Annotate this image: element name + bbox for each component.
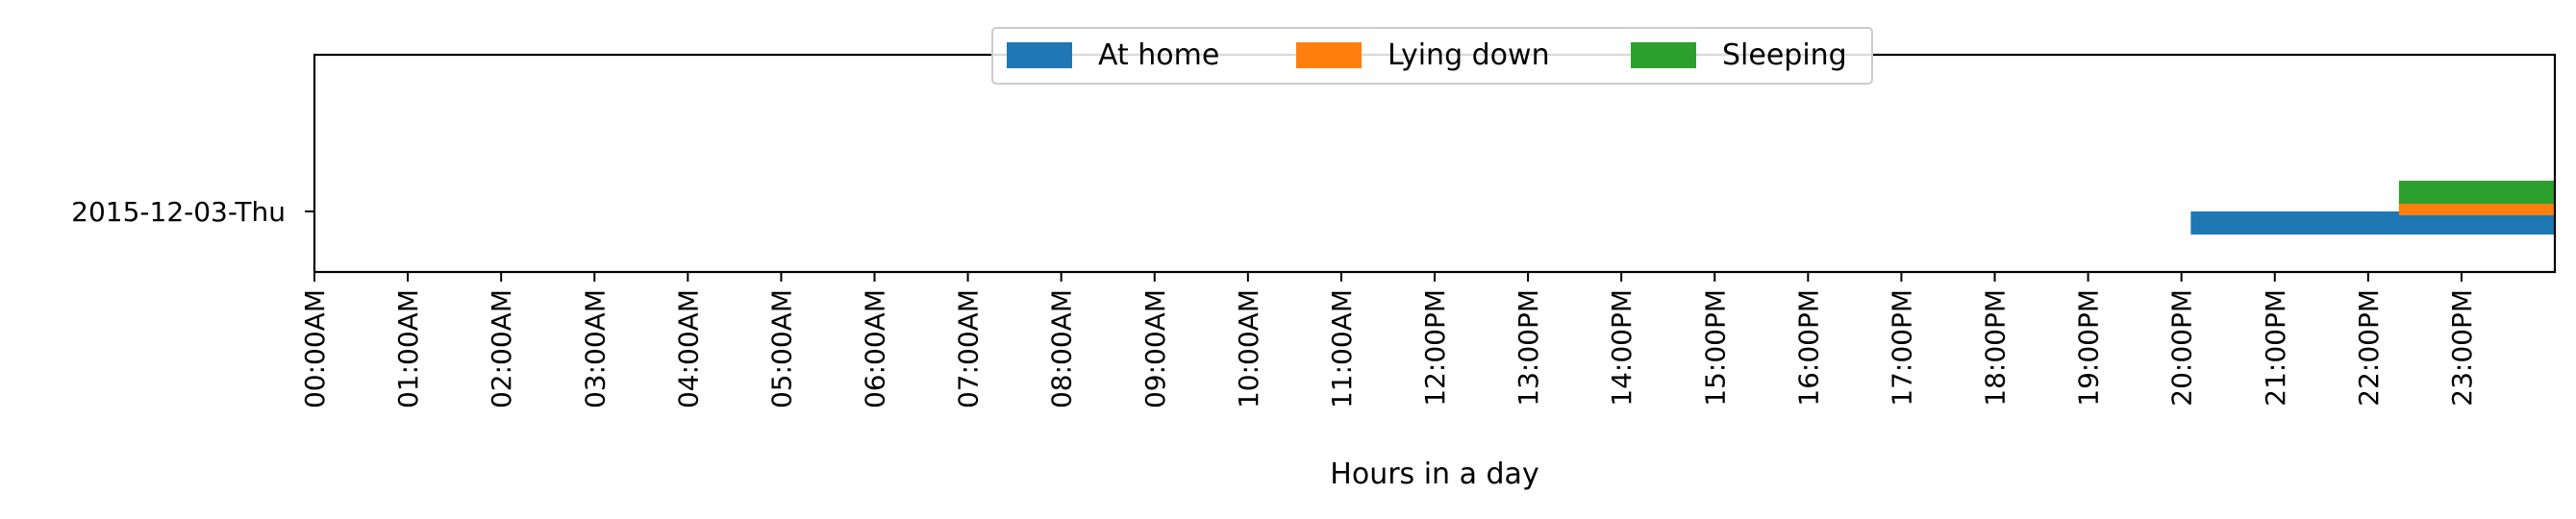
x-tick-label: 05:00AM bbox=[765, 289, 797, 408]
legend-label-lying-down: Lying down bbox=[1388, 38, 1550, 72]
x-tick-label: 09:00AM bbox=[1139, 289, 1171, 408]
legend-swatch-lying-down bbox=[1296, 42, 1362, 68]
y-axis-ticks: 2015-12-03-Thu bbox=[71, 196, 314, 228]
x-tick-label: 03:00AM bbox=[579, 289, 611, 408]
x-tick-label: 12:00PM bbox=[1419, 289, 1451, 407]
legend: At home Lying down Sleeping bbox=[991, 27, 1873, 85]
plot-frame bbox=[313, 53, 2557, 274]
x-tick-label: 14:00PM bbox=[1606, 289, 1638, 407]
bars-layer bbox=[2190, 181, 2555, 235]
x-tick-label: 02:00AM bbox=[486, 289, 517, 408]
legend-frame bbox=[991, 27, 1873, 85]
x-tick-label: 20:00PM bbox=[2166, 289, 2198, 407]
x-tick-label: 06:00AM bbox=[860, 289, 891, 408]
x-tick-label: 15:00PM bbox=[1699, 289, 1731, 407]
legend-label-sleeping: Sleeping bbox=[1722, 38, 1847, 72]
bar-sleeping-0 bbox=[2398, 181, 2555, 204]
x-tick-label: 04:00AM bbox=[672, 289, 704, 408]
x-axis-ticks: 00:00AM 01:00AM 02:00AM 03:00AM 04:00AM 05:00… bbox=[299, 272, 2478, 408]
x-tick-label: 01:00AM bbox=[392, 289, 424, 408]
x-tick-label: 16:00PM bbox=[1792, 289, 1824, 407]
x-axis-title: Hours in a day bbox=[1330, 457, 1538, 491]
x-tick-label: 18:00PM bbox=[1980, 289, 2012, 407]
x-tick-label: 13:00PM bbox=[1513, 289, 1544, 407]
x-tick-label: 19:00PM bbox=[2073, 289, 2105, 407]
legend-swatch-sleeping bbox=[1631, 42, 1696, 68]
x-tick-label: 07:00AM bbox=[953, 289, 985, 408]
x-tick-label: 11:00AM bbox=[1326, 289, 1358, 408]
x-tick-label: 22:00PM bbox=[2353, 289, 2385, 407]
legend-items: At home Lying down Sleeping bbox=[1007, 38, 1847, 72]
x-tick-label: 17:00PM bbox=[1886, 289, 1917, 407]
x-tick-label: 10:00AM bbox=[1233, 289, 1264, 408]
x-tick-label: 21:00PM bbox=[2260, 289, 2291, 407]
x-tick-label: 08:00AM bbox=[1046, 289, 1078, 408]
legend-swatch-at-home bbox=[1007, 42, 1072, 68]
y-tick-label: 2015-12-03-Thu bbox=[71, 196, 286, 228]
x-tick-label: 23:00PM bbox=[2446, 289, 2478, 407]
x-tick-label: 00:00AM bbox=[299, 289, 331, 408]
legend-label-at-home: At home bbox=[1098, 38, 1219, 72]
